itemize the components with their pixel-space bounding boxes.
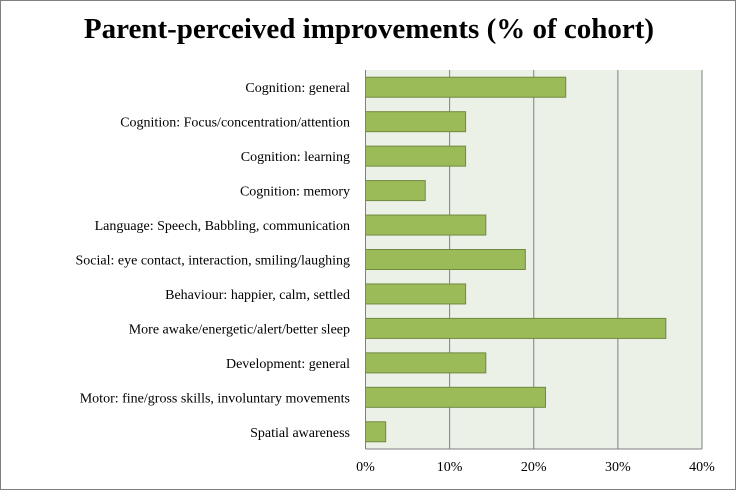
- category-label: Cognition: Focus/concentration/attention: [120, 116, 350, 131]
- bar: [365, 421, 387, 443]
- category-label: Cognition: general: [245, 81, 350, 96]
- bar: [365, 283, 467, 305]
- category-label: Cognition: learning: [241, 150, 350, 165]
- category-label: Development: general: [226, 357, 350, 372]
- category-label: Spatial awareness: [250, 426, 350, 441]
- x-tick-label: 20%: [521, 460, 547, 475]
- x-tick-label: 30%: [605, 460, 631, 475]
- category-label: Language: Speech, Babbling, communicatio…: [95, 219, 350, 234]
- bar: [365, 145, 467, 167]
- category-label: Behaviour: happier, calm, settled: [165, 288, 350, 303]
- category-label: Social: eye contact, interaction, smilin…: [76, 254, 350, 269]
- bar: [365, 317, 667, 339]
- bar: [365, 352, 487, 374]
- bar: [365, 180, 426, 202]
- x-tick-label: 40%: [689, 460, 715, 475]
- category-label: More awake/energetic/alert/better sleep: [129, 322, 350, 337]
- category-label: Motor: fine/gross skills, involuntary mo…: [80, 391, 350, 406]
- bar: [365, 76, 567, 98]
- bar: [365, 386, 547, 408]
- chart-title: Parent-perceived improvements (% of coho…: [83, 13, 655, 45]
- bar: [365, 214, 487, 236]
- x-tick-label: 0%: [356, 460, 375, 475]
- bar: [365, 111, 467, 133]
- bar: [365, 249, 526, 270]
- x-tick-label: 10%: [437, 460, 463, 475]
- category-label: Cognition: memory: [240, 185, 350, 200]
